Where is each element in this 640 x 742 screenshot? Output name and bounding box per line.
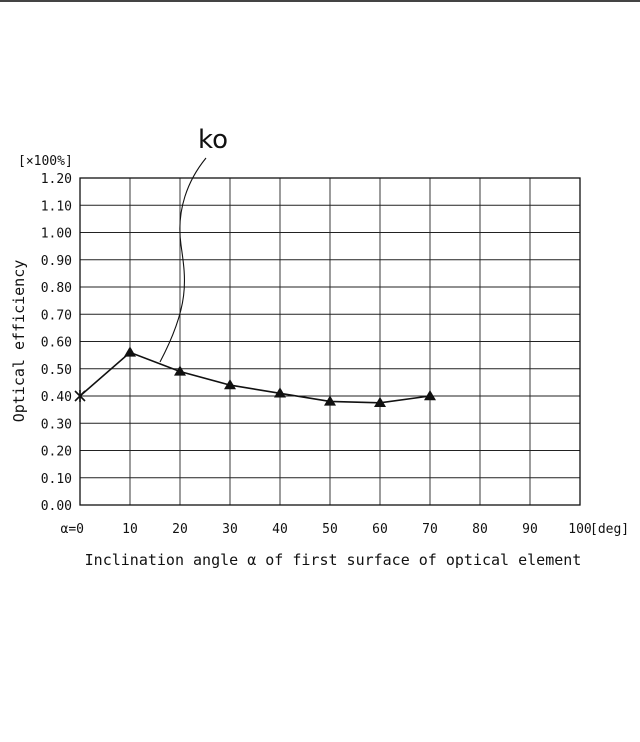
y-tick-labels: 0.00 0.10 0.20 0.30 0.40 0.50 0.60 0.70 0.80 0.90… [41, 172, 72, 514]
data-point-triangle-marker [424, 390, 436, 400]
x-tick-label: 10 [122, 522, 138, 537]
y-tick-label: 0.70 [41, 308, 72, 323]
series-layer [75, 346, 436, 407]
x-tick-label: 60 [372, 522, 388, 537]
x-tick-label: 50 [322, 522, 338, 537]
y-axis-title: Optical efficiency [10, 260, 28, 423]
y-tick-label: 0.20 [41, 445, 72, 460]
x-tick-label: 40 [272, 522, 288, 537]
series-line [80, 352, 430, 402]
x-tick-label: 80 [472, 522, 488, 537]
y-tick-label: 0.30 [41, 417, 72, 432]
x-tick-label: 20 [172, 522, 188, 537]
x-tick-label: 30 [222, 522, 238, 537]
y-unit-label: [×100%] [18, 154, 73, 169]
y-tick-label: 0.40 [41, 390, 72, 405]
grid-lines [80, 178, 580, 505]
y-tick-label: 0.90 [41, 254, 72, 269]
y-tick-label: 0.10 [41, 472, 72, 487]
x-tick-label: 100 [568, 522, 591, 537]
x-axis-title: Inclination angle α of first surface of … [85, 551, 582, 569]
callout-label-ko: ko [198, 125, 228, 155]
x-tick-label: α=0 [61, 522, 84, 537]
x-unit-label: [deg] [590, 522, 629, 537]
data-point-triangle-marker [124, 346, 136, 356]
y-tick-label: 0.50 [41, 363, 72, 378]
y-tick-label: 1.00 [41, 227, 72, 242]
y-tick-label: 0.80 [41, 281, 72, 296]
y-tick-label: 1.10 [41, 199, 72, 214]
x-tick-label: 70 [422, 522, 438, 537]
y-tick-label: 0.60 [41, 336, 72, 351]
x-tick-label: 90 [522, 522, 538, 537]
x-tick-labels: α=0 10 20 30 40 50 60 70 80 90 100 [61, 522, 592, 537]
y-tick-label: 0.00 [41, 499, 72, 514]
y-tick-label: 1.20 [41, 172, 72, 187]
